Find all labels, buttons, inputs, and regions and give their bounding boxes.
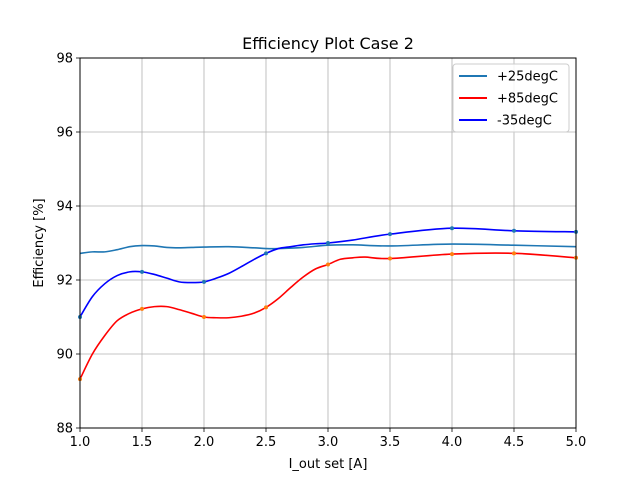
series-line-25degc: [80, 243, 576, 255]
data-point-35degc: [264, 251, 268, 256]
legend-label-35degc: -35degC: [497, 114, 552, 129]
x-tick-label: 5.0: [566, 435, 587, 450]
legend-label-85degc: +85degC: [497, 92, 558, 107]
x-tick-label: 2.5: [256, 435, 277, 450]
y-axis-label: Efficiency [%]: [32, 198, 47, 287]
legend: +25degC +85degC -35degC: [452, 63, 570, 133]
data-point-35degc: [140, 269, 144, 274]
x-tick-label: 1.0: [70, 435, 91, 450]
x-axis-label: I_out set [A]: [289, 457, 368, 472]
x-tick-label: 3.0: [318, 435, 339, 450]
data-point-85degc: [202, 315, 206, 319]
series-line-85degc: [80, 252, 576, 380]
legend-label-25degc: +25degC: [497, 70, 558, 85]
grid-lines: [79, 57, 577, 429]
data-point-85degc: [326, 262, 330, 267]
x-tick-label: 1.5: [132, 435, 153, 450]
data-point-35degc: [512, 228, 516, 233]
data-point-85degc: [450, 252, 454, 257]
legend-box: [452, 63, 570, 133]
data-point-85degc: [512, 251, 516, 256]
data-point-35degc: [388, 232, 392, 237]
axis-ticks: 1.0 1.5 2.0 2.5 3.0 3.5 4.0 4.5 5.0 88 90 92 94 96 98: [56, 52, 586, 451]
y-tick-label: 96: [56, 126, 73, 141]
x-tick-label: 2.0: [194, 435, 215, 450]
data-point-85degc: [388, 256, 392, 261]
series-line-35degc: [80, 227, 576, 318]
series-lines: [80, 227, 576, 380]
x-tick-label: 4.0: [442, 435, 463, 450]
data-point-85degc: [264, 305, 268, 310]
y-tick-label: 92: [56, 274, 73, 289]
x-tick-label: 4.5: [504, 435, 525, 450]
data-point-35degc: [326, 241, 330, 245]
y-tick-label: 88: [56, 422, 73, 437]
chart-title: Efficiency Plot Case 2: [242, 34, 414, 53]
series-markers: [78, 226, 578, 382]
y-tick-label: 94: [56, 200, 73, 215]
data-point-35degc: [450, 226, 454, 231]
data-point-85degc: [140, 306, 144, 311]
x-tick-label: 3.5: [380, 435, 401, 450]
y-tick-label: 98: [56, 52, 73, 67]
y-tick-label: 90: [56, 348, 73, 363]
data-point-35degc: [202, 279, 206, 284]
